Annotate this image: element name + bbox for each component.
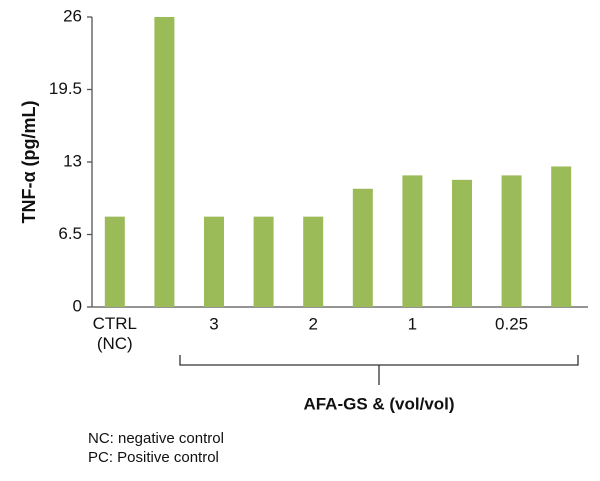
bar bbox=[204, 216, 224, 307]
bar bbox=[154, 17, 175, 307]
group-bracket bbox=[179, 355, 579, 385]
y-tick-label: 19.5 bbox=[49, 79, 82, 98]
note: PC: Positive control bbox=[88, 449, 219, 466]
group-label: AFA-GS & (vol/vol) bbox=[303, 394, 454, 413]
bar bbox=[501, 175, 522, 307]
note: NC: negative control bbox=[88, 430, 224, 447]
x-tick-label: 1 bbox=[408, 314, 417, 333]
bar bbox=[104, 216, 125, 307]
bar bbox=[551, 166, 572, 307]
x-tick-label: 3 bbox=[209, 314, 218, 333]
bar bbox=[303, 216, 324, 307]
y-tick-label: 0 bbox=[73, 296, 82, 315]
bar bbox=[253, 216, 274, 307]
y-axis-label: TNF-α (pg/mL) bbox=[19, 100, 39, 223]
bar bbox=[402, 175, 423, 307]
x-tick-label: 0.25 bbox=[495, 314, 528, 333]
bar bbox=[452, 179, 472, 307]
bar bbox=[352, 188, 373, 307]
y-tick-label: 13 bbox=[63, 151, 82, 170]
x-tick-label: CTRL (NC) bbox=[93, 314, 137, 353]
x-tick-label: 2 bbox=[308, 314, 317, 333]
y-tick-label: 6.5 bbox=[58, 224, 82, 243]
y-tick-label: 26 bbox=[63, 6, 82, 25]
